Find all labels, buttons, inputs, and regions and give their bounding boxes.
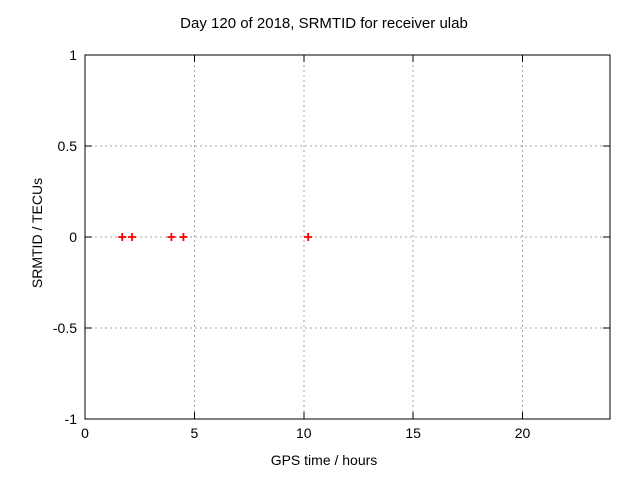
- y-tick-label: -1: [65, 411, 78, 427]
- y-tick-label: -0.5: [53, 320, 77, 336]
- x-tick-label: 20: [515, 425, 531, 441]
- y-axis-title: SRMTID / TECUs: [29, 177, 45, 289]
- y-tick-label: 1: [69, 47, 77, 63]
- y-tick-label: 0: [69, 229, 77, 245]
- y-tick-label: 0.5: [58, 138, 78, 154]
- x-tick-label: 5: [190, 425, 198, 441]
- x-tick-label: 0: [81, 425, 89, 441]
- x-tick-label: 15: [405, 425, 421, 441]
- x-axis-title: GPS time / hours: [270, 452, 378, 468]
- chart-title: Day 120 of 2018, SRMTID for receiver ula…: [180, 15, 468, 32]
- x-tick-label: 10: [296, 425, 312, 441]
